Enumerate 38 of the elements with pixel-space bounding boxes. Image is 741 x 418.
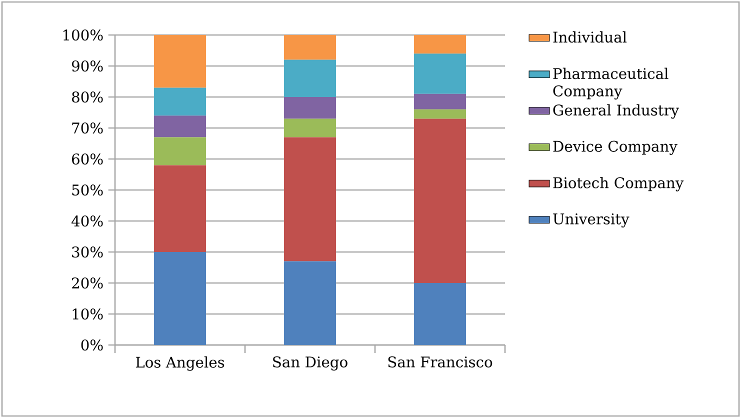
bar xyxy=(154,137,206,166)
y-tick-label: 100% xyxy=(63,29,103,41)
y-tick-label: 90% xyxy=(72,60,103,72)
x-tick-label: San Diego xyxy=(273,356,348,371)
bar xyxy=(284,137,336,262)
bar xyxy=(414,54,466,94)
bar xyxy=(154,88,206,116)
y-tick-label: 60% xyxy=(72,153,103,165)
y-tick-label: 0% xyxy=(81,339,103,351)
bar xyxy=(284,60,336,97)
y-tick-label: 40% xyxy=(71,215,103,227)
bar xyxy=(154,34,206,88)
bar xyxy=(284,118,336,138)
bar xyxy=(414,34,466,54)
legend-label: Biotech Company xyxy=(553,176,684,192)
y-tick-label: 10% xyxy=(72,308,103,320)
bar xyxy=(284,261,336,345)
x-tick-label: San Francisco xyxy=(388,356,492,368)
y-tick-label: 50% xyxy=(72,184,103,196)
bar xyxy=(414,118,466,283)
y-tick-label: 80% xyxy=(72,91,103,103)
legend-label: General Industry xyxy=(553,104,680,119)
bar xyxy=(154,165,206,252)
bar xyxy=(414,94,466,110)
y-tick-label: 70% xyxy=(72,122,103,134)
x-tick-label: Los Angeles xyxy=(136,356,224,371)
y-tick-label: 30% xyxy=(72,246,103,258)
bar xyxy=(154,116,206,138)
bar xyxy=(414,283,466,345)
legend-label: University xyxy=(553,213,630,228)
bar xyxy=(284,34,336,60)
bar xyxy=(414,109,466,119)
legend-label: Individual xyxy=(553,31,627,43)
y-tick-label: 20% xyxy=(72,277,103,289)
legend-label: Pharmaceutical Company xyxy=(553,68,668,100)
bar xyxy=(284,96,336,119)
bar xyxy=(154,252,206,345)
legend-label: Device Company xyxy=(553,140,678,155)
